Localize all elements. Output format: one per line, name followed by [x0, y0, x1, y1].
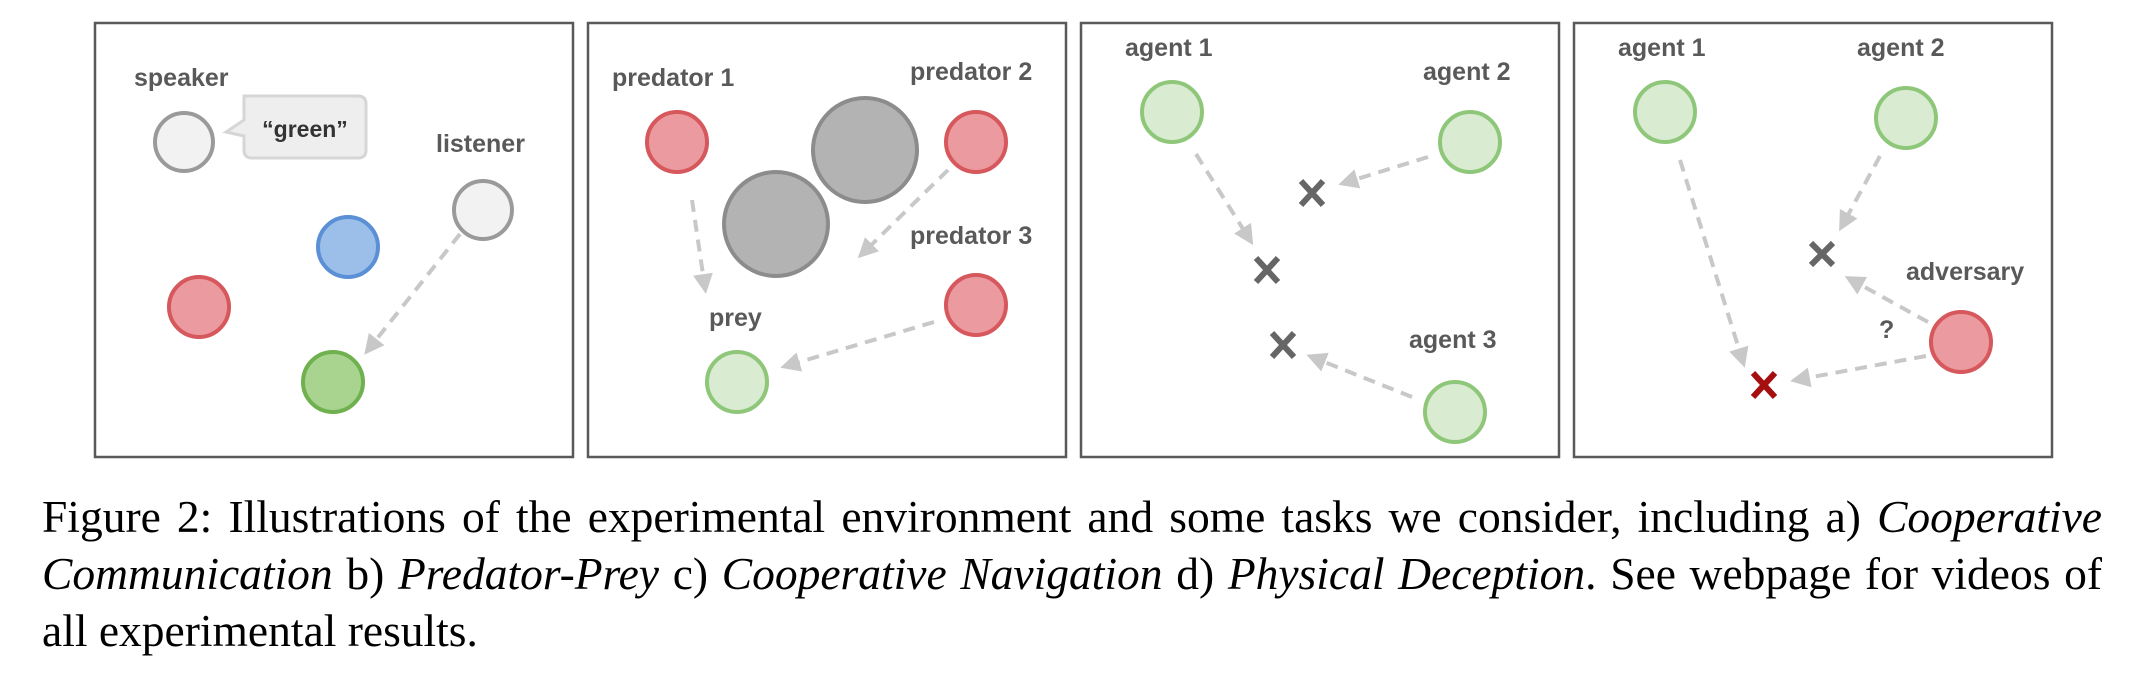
agent-1-arrow [1194, 152, 1254, 246]
panel-d-physical-deception: agent 1 agent 2 adversary ? [1572, 21, 2054, 459]
target-x-mark-3 [1269, 330, 1297, 360]
caption-task-a: Cooperative Communication [42, 491, 2102, 599]
caption-prefix: Figure 2: Illustrations of the experimen… [42, 491, 1878, 542]
panel-b-predator-prey: predator 1 predator 2 predator 3 prey [586, 21, 1068, 459]
landmark-red [167, 275, 231, 339]
caption-task-d: Physical Deception [1227, 548, 1586, 599]
caption-suffix: . See webpage for videos of all experime… [42, 548, 2103, 656]
target-x-mark-2 [1253, 255, 1281, 285]
predator-1-arrow [690, 199, 713, 294]
agent-2-arrow-d [1839, 155, 1882, 232]
listener-arrow [364, 232, 462, 355]
adversary-arrow-decoy [1844, 276, 1929, 324]
caption-task-c: Cooperative Navigation [721, 548, 1163, 599]
caption-task-b: Predator-Prey [397, 548, 660, 599]
figure-illustrations: speaker “green” listener predator 1 pred… [93, 21, 2054, 459]
listener-label: listener [436, 130, 525, 158]
predator-3-label: predator 3 [910, 222, 1032, 250]
speaker-agent [153, 111, 215, 173]
obstacle-large-bottom [722, 170, 830, 278]
adversary [1929, 310, 1993, 374]
agent-3-label: agent 3 [1409, 326, 1497, 354]
caption-sep-d: d) [1162, 548, 1228, 599]
question-mark: ? [1879, 316, 1894, 344]
landmark-green [301, 350, 365, 414]
agent-2-label-d: agent 2 [1857, 34, 1945, 62]
speaker-label: speaker [134, 64, 229, 92]
agent-1-d [1633, 80, 1697, 144]
adversary-label: adversary [1906, 258, 2024, 286]
caption-sep-b: b) [332, 548, 398, 599]
predator-1 [645, 110, 709, 174]
agent-2-arrow [1338, 155, 1429, 189]
predator-2 [944, 110, 1008, 174]
agent-2 [1438, 110, 1502, 174]
panel-c-cooperative-navigation: agent 1 agent 2 agent 3 [1079, 21, 1561, 459]
goal-x-mark-red [1750, 370, 1778, 400]
agent-3-arrow [1306, 352, 1413, 399]
predator-2-arrow [857, 168, 950, 259]
predator-2-label: predator 2 [910, 58, 1032, 86]
prey-label: prey [709, 304, 762, 332]
predator-3 [944, 273, 1008, 337]
agent-1-label-d: agent 1 [1618, 34, 1706, 62]
listener-agent [452, 179, 514, 241]
figure-caption: Figure 2: Illustrations of the experimen… [42, 488, 2102, 659]
predator-1-label: predator 1 [612, 64, 734, 92]
agent-1-label: agent 1 [1125, 34, 1213, 62]
agent-3 [1423, 380, 1487, 444]
agent-2-label: agent 2 [1423, 58, 1511, 86]
agent-2-d [1874, 86, 1938, 150]
speech-bubble: “green” [222, 94, 368, 160]
decoy-x-mark [1808, 240, 1836, 268]
agent-1-arrow-d [1678, 159, 1749, 368]
prey [705, 350, 769, 414]
obstacle-large-top [811, 96, 919, 204]
predator-3-arrow [780, 320, 935, 372]
target-x-mark-1 [1298, 178, 1326, 208]
landmark-blue [316, 215, 380, 279]
agent-1 [1140, 80, 1204, 144]
panel-a-cooperative-communication: speaker “green” listener [93, 21, 575, 459]
caption-sep-c: c) [659, 548, 722, 599]
bubble-text: “green” [262, 116, 348, 142]
adversary-arrow-goal [1790, 354, 1927, 388]
